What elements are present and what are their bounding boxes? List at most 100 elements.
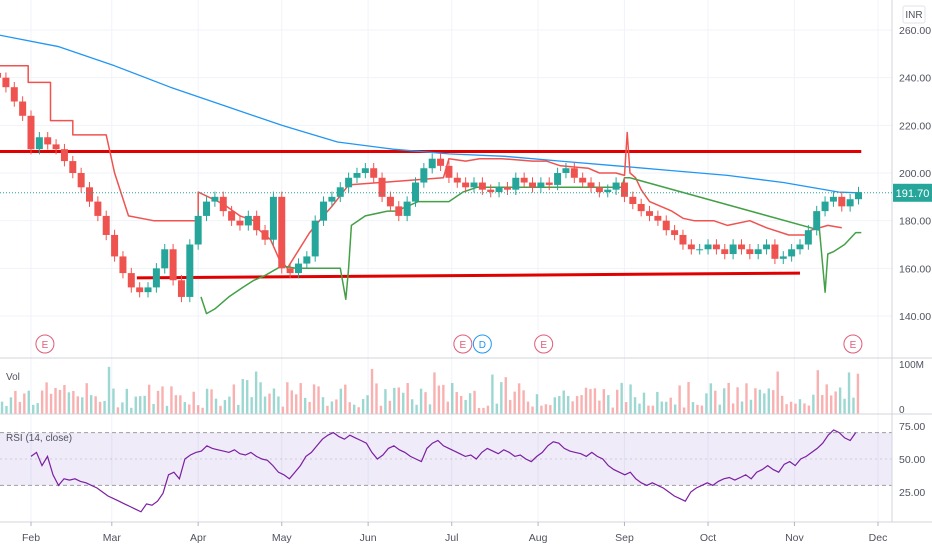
- event-marker[interactable]: [843, 334, 863, 354]
- candle[interactable]: [737, 244, 745, 250]
- candle[interactable]: [19, 101, 27, 116]
- candle[interactable]: [495, 187, 503, 193]
- candle[interactable]: [177, 280, 185, 297]
- candle[interactable]: [579, 177, 587, 183]
- candle[interactable]: [119, 256, 127, 274]
- candle[interactable]: [545, 182, 553, 185]
- candle[interactable]: [721, 249, 729, 255]
- candle[interactable]: [228, 211, 236, 221]
- candle[interactable]: [10, 87, 18, 102]
- candle[interactable]: [261, 230, 269, 240]
- candle[interactable]: [453, 177, 461, 183]
- candle[interactable]: [269, 196, 277, 240]
- candle[interactable]: [462, 182, 470, 188]
- candle[interactable]: [186, 244, 194, 297]
- candle[interactable]: [712, 244, 720, 250]
- candle[interactable]: [86, 187, 94, 202]
- candle[interactable]: [637, 203, 645, 212]
- candle[interactable]: [838, 196, 846, 207]
- candle[interactable]: [428, 158, 436, 169]
- candle[interactable]: [570, 168, 578, 178]
- candle[interactable]: [604, 189, 612, 193]
- candle[interactable]: [420, 168, 428, 183]
- candle[interactable]: [562, 168, 570, 173]
- candle[interactable]: [361, 168, 369, 173]
- candle[interactable]: [846, 199, 854, 207]
- candle[interactable]: [704, 244, 712, 250]
- candle[interactable]: [612, 182, 620, 190]
- candle[interactable]: [286, 268, 294, 274]
- candle[interactable]: [520, 177, 528, 183]
- event-marker[interactable]: [453, 334, 473, 354]
- candle[interactable]: [320, 201, 328, 221]
- candle[interactable]: [370, 168, 378, 178]
- candle[interactable]: [529, 182, 537, 188]
- candle[interactable]: [127, 273, 135, 288]
- candle[interactable]: [244, 215, 252, 226]
- candle[interactable]: [395, 206, 403, 216]
- candle[interactable]: [746, 249, 754, 255]
- volume-pane[interactable]: 100M 0: [0, 360, 924, 416]
- candle[interactable]: [771, 244, 779, 259]
- candle[interactable]: [662, 220, 670, 231]
- candle[interactable]: [646, 211, 654, 216]
- candle[interactable]: [854, 192, 862, 200]
- candle[interactable]: [0, 72, 2, 78]
- candle[interactable]: [595, 187, 603, 193]
- candle[interactable]: [311, 220, 319, 257]
- event-marker[interactable]: [472, 334, 492, 354]
- candle[interactable]: [537, 182, 545, 188]
- candlesticks[interactable]: [0, 68, 862, 303]
- candle[interactable]: [403, 201, 411, 216]
- candle[interactable]: [411, 182, 419, 202]
- candle[interactable]: [27, 115, 35, 150]
- candle[interactable]: [671, 230, 679, 235]
- candle[interactable]: [804, 230, 812, 245]
- support-line[interactable]: [136, 271, 800, 280]
- last-price-badge[interactable]: [893, 183, 932, 202]
- rsi-line[interactable]: [30, 429, 857, 513]
- candle[interactable]: [144, 287, 152, 293]
- candle[interactable]: [437, 158, 445, 166]
- candle[interactable]: [2, 77, 10, 88]
- candle[interactable]: [219, 196, 227, 212]
- candle[interactable]: [328, 196, 336, 202]
- moving-average-path[interactable]: [0, 34, 859, 194]
- candle[interactable]: [294, 263, 302, 274]
- candle[interactable]: [303, 256, 311, 264]
- candle[interactable]: [35, 137, 43, 150]
- candle[interactable]: [763, 244, 771, 250]
- candle[interactable]: [253, 215, 261, 231]
- candle[interactable]: [52, 144, 60, 150]
- moving-average-line[interactable]: [0, 34, 859, 194]
- candle[interactable]: [654, 215, 662, 221]
- candle[interactable]: [203, 201, 211, 216]
- candle[interactable]: [77, 173, 85, 188]
- candle[interactable]: [161, 249, 169, 269]
- candle[interactable]: [336, 187, 344, 197]
- candle[interactable]: [44, 137, 52, 145]
- resistance-support-lines[interactable]: [0, 150, 862, 280]
- candle[interactable]: [60, 149, 68, 162]
- candle[interactable]: [754, 249, 762, 255]
- candle[interactable]: [470, 182, 478, 188]
- candle[interactable]: [796, 244, 804, 250]
- candle[interactable]: [779, 256, 787, 259]
- candle[interactable]: [829, 196, 837, 202]
- candle[interactable]: [729, 244, 737, 255]
- candle[interactable]: [620, 182, 628, 197]
- candle[interactable]: [813, 211, 821, 231]
- candle[interactable]: [94, 201, 102, 216]
- candle[interactable]: [152, 268, 160, 288]
- candle[interactable]: [788, 249, 796, 257]
- currency-box[interactable]: [902, 5, 926, 24]
- candle[interactable]: [211, 196, 219, 202]
- rsi-pane[interactable]: 75.00 50.00 25.00: [0, 421, 925, 513]
- candle[interactable]: [111, 234, 119, 257]
- event-marker[interactable]: [35, 334, 55, 354]
- candle[interactable]: [445, 165, 453, 178]
- candle[interactable]: [629, 196, 637, 204]
- candle[interactable]: [353, 173, 361, 178]
